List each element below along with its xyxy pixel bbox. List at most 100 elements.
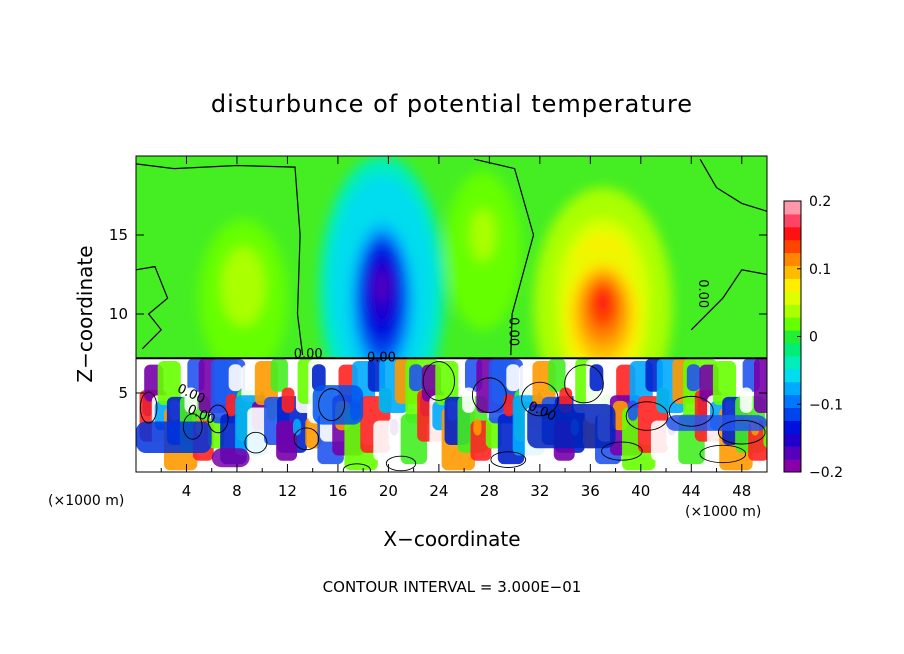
x-tick-label: 20 — [379, 482, 398, 500]
colorbar-swatch — [784, 420, 801, 434]
colorbar-tick-label: −0.1 — [809, 397, 843, 413]
x-tick-label: 48 — [732, 482, 751, 500]
contour-loop — [385, 455, 417, 472]
turbulence-patch — [473, 418, 482, 436]
contour-label: 0.00 — [294, 347, 323, 362]
cold-band — [527, 404, 616, 449]
field-blob — [476, 217, 490, 245]
colorbar-swatch — [784, 368, 801, 383]
contour-lines — [136, 158, 767, 472]
contour-loop — [564, 364, 604, 404]
contour-loop — [139, 391, 158, 424]
y-tick-label: 5 — [118, 384, 128, 402]
contour-loop — [207, 404, 229, 434]
colorbar-swatch — [784, 201, 801, 215]
cold-band — [211, 448, 250, 468]
turbulence-patch — [462, 387, 475, 413]
colorbar-swatch — [784, 252, 801, 267]
colorbar-swatch — [784, 278, 801, 292]
turbulence-patch — [270, 358, 288, 392]
field-blob — [375, 270, 389, 303]
colorbar-swatch — [784, 330, 801, 344]
colorbar: 0.2 0.1 0 −0.1 −0.2 — [783, 194, 843, 481]
x-tick-label: 32 — [530, 482, 549, 500]
x-axis: 4 8 12 16 20 24 28 32 36 40 44 48 — [160, 156, 751, 500]
cold-band — [136, 421, 212, 454]
contour-line — [474, 158, 535, 356]
contour-loop — [717, 419, 766, 445]
contour-label: 0.00 — [506, 317, 521, 346]
contour-label: 0.00 — [695, 279, 710, 308]
contour-line — [699, 158, 767, 212]
contour-loop — [625, 401, 669, 431]
turbulence-patch — [627, 400, 638, 421]
contour-loop — [699, 444, 747, 464]
contour-loop — [668, 395, 714, 427]
turbulence-patch — [686, 364, 701, 392]
contour-loop — [601, 441, 643, 461]
colorbar-tick-label: 0.1 — [809, 262, 831, 278]
turbulence-patch — [292, 418, 302, 436]
x-tick-label: 36 — [581, 482, 600, 500]
colorbar-swatch — [784, 304, 801, 318]
x-unit-right: (×1000 m) — [685, 504, 761, 520]
contour-line — [136, 265, 169, 350]
x-unit-left: (×1000 m) — [48, 493, 124, 509]
contour-label: 0.00 — [367, 350, 396, 365]
turbulent-layer — [136, 357, 767, 472]
contour-loop — [521, 381, 559, 417]
plot-area: 0.00 0.000.000.000.000.00 0.00 — [136, 156, 767, 472]
colorbar-tick-label: 0 — [809, 330, 818, 346]
colorbar-swatch — [784, 355, 801, 370]
turbulence-patch — [184, 387, 198, 413]
colorbar-swatch — [784, 226, 801, 241]
turbulence-patch — [228, 364, 243, 392]
x-tick-label: 28 — [480, 482, 499, 500]
colorbar-swatch — [784, 407, 801, 421]
x-tick-label: 24 — [429, 482, 448, 500]
contour-loop — [342, 463, 371, 472]
contour-loop — [318, 388, 346, 422]
contour-loop — [182, 413, 203, 440]
turbulence-patch — [276, 420, 298, 461]
cold-band — [666, 415, 767, 431]
x-tick-label: 8 — [232, 482, 242, 500]
cold-band — [312, 385, 364, 425]
contour-line — [690, 269, 767, 331]
turbulence-patch — [712, 360, 737, 406]
contour-interval-footer: CONTOUR INTERVAL = 3.000E−01 — [323, 578, 582, 596]
y-axis-label: Z−coordinate — [73, 245, 97, 382]
colorbar-swatch — [784, 342, 801, 357]
y-tick-label: 10 — [109, 305, 128, 323]
x-tick-label: 44 — [682, 482, 701, 500]
contour-loop — [293, 427, 320, 451]
turbulence-patch — [225, 394, 237, 417]
field-blob — [595, 290, 611, 314]
colorbar-swatch — [784, 433, 801, 447]
colorbar-swatch — [784, 317, 801, 331]
turbulence-patch — [548, 358, 566, 392]
contour-loop — [422, 361, 456, 401]
chart-title: disturbunce of potential temperature — [211, 90, 693, 118]
contour-loop — [244, 431, 268, 454]
x-tick-label: 4 — [182, 482, 192, 500]
colorbar-swatch — [784, 446, 801, 460]
colorbar-swatch — [784, 265, 801, 279]
turbulence-patch — [739, 387, 753, 413]
x-tick-label: 16 — [328, 482, 347, 500]
turbulence-patch — [506, 364, 521, 392]
turbulence-patch — [311, 364, 326, 392]
turbulence-patch — [409, 364, 423, 392]
colorbar-swatch — [784, 394, 801, 408]
contour-loop — [471, 377, 507, 414]
x-tick-label: 12 — [278, 482, 297, 500]
y-axis: 5 10 15 — [109, 226, 767, 402]
colorbar-tick-label: 0.2 — [809, 194, 831, 210]
x-tick-label: 40 — [631, 482, 650, 500]
turbulence-patch — [589, 364, 604, 392]
colorbar-swatch — [784, 291, 801, 305]
y-tick-label: 15 — [109, 226, 128, 244]
contour-line — [136, 163, 304, 356]
colorbar-swatch — [784, 459, 801, 473]
contour-loop — [490, 451, 527, 468]
